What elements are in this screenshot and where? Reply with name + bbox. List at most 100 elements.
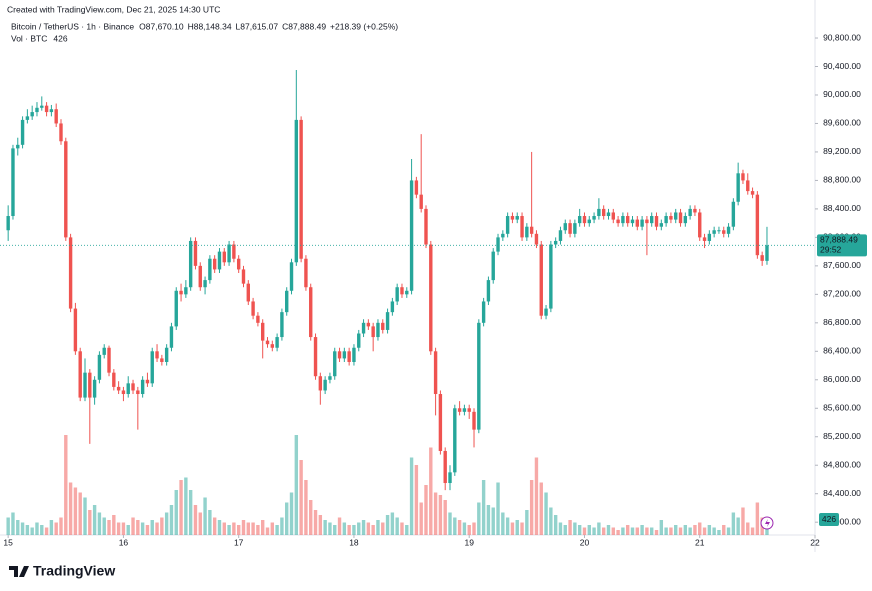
- candle-body: [505, 216, 510, 234]
- volume-bar: [693, 525, 697, 535]
- candle-body: [597, 208, 601, 217]
- candle-body: [270, 344, 275, 348]
- volume-bar: [558, 522, 563, 535]
- volume-bar: [299, 460, 303, 535]
- volume-bar: [232, 522, 236, 535]
- candle-body: [746, 180, 750, 192]
- volume-bar: [222, 522, 226, 535]
- candle-body: [6, 216, 10, 231]
- volume-bar: [78, 492, 82, 535]
- volume-bar: [126, 525, 130, 535]
- volume-bar: [92, 505, 97, 535]
- volume-bar: [549, 507, 553, 535]
- candle-body: [121, 390, 126, 395]
- volume-bar: [179, 480, 183, 535]
- candle-body: [116, 386, 121, 391]
- volume-bar: [717, 530, 721, 535]
- candle-body: [515, 216, 519, 220]
- candle-body: [443, 450, 447, 484]
- candle-body: [112, 372, 116, 387]
- volume-bar: [169, 505, 174, 535]
- volume-bar: [212, 517, 217, 535]
- volume-bar: [678, 527, 683, 535]
- candle-body: [453, 408, 457, 473]
- volume-bar: [160, 517, 164, 535]
- candle-body: [698, 212, 702, 238]
- volume-bar: [97, 512, 102, 535]
- volume-bar: [294, 435, 299, 535]
- volume-bar: [261, 520, 265, 535]
- candle-body: [313, 337, 318, 377]
- candle-body: [563, 223, 567, 231]
- volume-bar: [573, 522, 577, 535]
- volume-bar: [625, 525, 630, 535]
- x-tick-label: 16: [119, 537, 129, 547]
- volume-bar: [467, 525, 471, 535]
- candle-body: [645, 219, 649, 224]
- candle-body: [601, 208, 606, 217]
- candle-body: [688, 208, 692, 217]
- candle-body: [164, 347, 169, 362]
- x-tick-label: 19: [464, 537, 474, 547]
- candle-body: [241, 269, 246, 284]
- candle-body: [717, 230, 721, 232]
- candle-body: [553, 240, 558, 245]
- volume-bar: [606, 525, 611, 535]
- alert-bolt: [764, 519, 770, 527]
- candle-body: [650, 216, 654, 224]
- candle-body: [625, 216, 630, 224]
- candle-body: [44, 105, 49, 113]
- candle-body: [371, 326, 375, 338]
- candle-body: [534, 233, 539, 245]
- candle-body: [722, 230, 726, 234]
- candle-body: [188, 240, 193, 288]
- candle-body: [107, 347, 111, 373]
- x-tick-label: 22: [810, 537, 820, 547]
- volume-bar: [347, 525, 351, 535]
- volume-bar: [568, 520, 572, 535]
- volume-bar: [736, 517, 740, 535]
- candle-body: [102, 347, 106, 355]
- candle-body: [669, 216, 673, 220]
- candle-body: [741, 173, 745, 181]
- candle-body: [222, 251, 226, 263]
- y-tick-label: 88,800.00: [823, 175, 861, 185]
- volume-bar: [251, 522, 255, 535]
- volume-bar: [395, 517, 399, 535]
- candle-body: [347, 351, 351, 362]
- volume-bar: [285, 502, 289, 535]
- candle-body: [217, 251, 222, 270]
- volume-bar: [352, 525, 356, 535]
- volume-bar: [184, 477, 188, 535]
- volume-bar: [371, 525, 375, 535]
- volume-bar: [534, 457, 539, 535]
- ohlc-value: L87,615.07: [236, 21, 279, 31]
- volume-bar: [280, 517, 284, 535]
- candle-body: [64, 141, 68, 238]
- volume-bar: [107, 520, 111, 535]
- volume-bar: [457, 520, 462, 535]
- volume-bar: [193, 505, 198, 535]
- y-tick-label: 84,800.00: [823, 459, 861, 469]
- volume-bar: [88, 510, 92, 535]
- candle-body: [750, 191, 755, 195]
- volume-bar: [645, 527, 649, 535]
- x-tick-label: 21: [695, 537, 705, 547]
- candle-body: [184, 287, 188, 295]
- volume-bar: [592, 527, 596, 535]
- candle-body: [606, 212, 611, 217]
- volume-bar: [553, 515, 558, 535]
- volume-bar: [746, 522, 750, 535]
- volume-bar: [674, 525, 678, 535]
- logo-mark: [9, 566, 29, 577]
- candle-body: [366, 322, 371, 327]
- ohlc-value: H88,148.34: [188, 21, 232, 31]
- candle-body: [35, 107, 39, 113]
- x-tick-label: 15: [3, 537, 13, 547]
- candle-body: [261, 322, 265, 341]
- candle-body: [251, 301, 255, 316]
- y-tick-label: 84,400.00: [823, 488, 861, 498]
- volume-bar: [635, 527, 640, 535]
- candle-body: [414, 180, 419, 195]
